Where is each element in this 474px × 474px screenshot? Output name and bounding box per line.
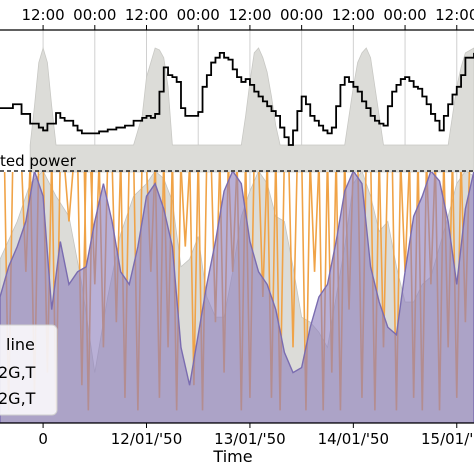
top-tick-label: 12:00 — [228, 6, 271, 24]
legend-entry-2: 2G,T — [0, 363, 36, 382]
bottom-tick-label: 12/01/'50 — [111, 430, 183, 448]
top-tick-label: 00:00 — [73, 6, 116, 24]
upper-step-line — [0, 51, 474, 146]
legend: line 2G,T 2G,T — [0, 324, 58, 416]
bottom-tick-label: 15/01/'50 — [421, 430, 474, 448]
top-tick-label: 00:00 — [177, 6, 220, 24]
legend-entry-1: line — [6, 335, 35, 354]
legend-entry-3: 2G,T — [0, 389, 36, 408]
x-axis-label: Time — [212, 447, 252, 466]
top-tick-label: 12:00 — [125, 6, 168, 24]
top-tick-label: 00:00 — [383, 6, 426, 24]
orange-spike — [288, 172, 298, 348]
upper-solar-area — [29, 46, 474, 173]
orange-spike — [64, 172, 74, 222]
top-tick-label: 00:00 — [280, 6, 323, 24]
bottom-tick-label: 14/01/'50 — [318, 430, 390, 448]
rated-power-annotation: ted power — [0, 152, 77, 170]
orange-spike — [180, 172, 191, 247]
upper-panel — [0, 30, 474, 173]
top-axis-ticks: 12:00 00:00 12:00 00:00 12:00 00:00 12:00 00:00… — [21, 6, 474, 30]
top-tick-label: 12:00 — [21, 6, 64, 24]
lower-purple-area — [0, 172, 474, 423]
orange-spike — [309, 172, 320, 272]
bottom-tick-label: 0 — [38, 430, 48, 448]
bottom-tick-label: 13/01/'50 — [214, 430, 286, 448]
top-tick-label: 12:00 — [435, 6, 474, 24]
legend-box — [0, 324, 58, 416]
lower-panel: ted power — [0, 152, 474, 423]
top-tick-label: 12:00 — [332, 6, 375, 24]
